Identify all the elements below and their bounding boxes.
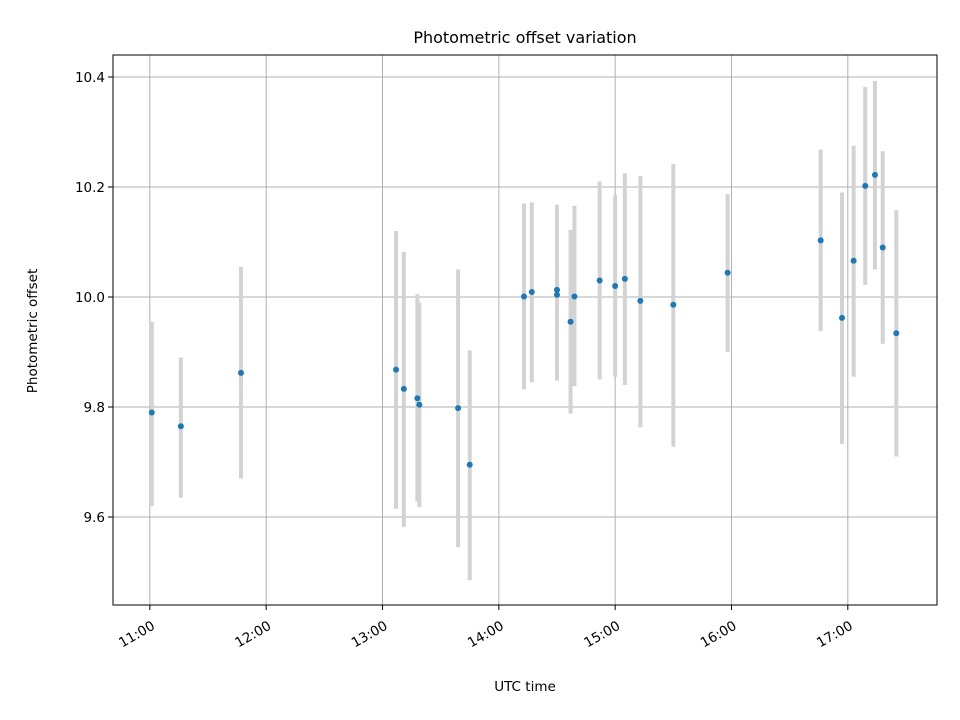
data-point <box>466 461 473 468</box>
data-point <box>596 277 603 284</box>
data-point <box>670 301 677 308</box>
data-point <box>177 423 184 430</box>
data-point <box>455 405 462 412</box>
data-point <box>567 318 574 325</box>
x-tick-label: 12:00 <box>232 618 274 651</box>
data-point <box>871 171 878 178</box>
y-axis-label: Photometric offset <box>25 269 41 393</box>
data-point <box>416 401 423 408</box>
data-point <box>400 385 407 392</box>
y-tick-label: 10.4 <box>75 70 105 86</box>
data-point <box>621 275 628 282</box>
data-point <box>553 291 560 298</box>
x-tick-label: 16:00 <box>698 618 740 651</box>
data-point <box>850 257 857 264</box>
x-axis-label: UTC time <box>494 679 556 695</box>
x-tick-label: 11:00 <box>116 618 158 651</box>
y-axis-ticks: 9.6 9.8 10.0 10.2 10.4 <box>75 70 113 526</box>
data-point <box>553 286 560 293</box>
data-point <box>637 297 644 304</box>
y-tick-label: 10.0 <box>75 290 105 306</box>
data-point <box>612 283 619 289</box>
x-axis-ticks: 11:00 12:00 13:00 14:00 15:00 16:00 17:00 <box>116 605 856 651</box>
x-tick-label: 13:00 <box>349 618 391 651</box>
data-point <box>893 330 900 337</box>
data-point <box>414 395 421 402</box>
data-point <box>528 289 535 296</box>
y-tick-label: 9.8 <box>84 400 105 416</box>
y-tick-label: 9.6 <box>84 510 105 526</box>
data-point <box>393 366 400 373</box>
y-tick-label: 10.2 <box>75 180 105 196</box>
data-point <box>838 314 845 321</box>
data-point <box>521 293 528 300</box>
data-point <box>879 244 886 251</box>
data-point <box>571 293 578 300</box>
x-tick-label: 15:00 <box>581 618 623 651</box>
plot-frame <box>112 54 938 606</box>
error-bars <box>149 80 899 581</box>
data-point <box>237 369 244 376</box>
chart-title: Photometric offset variation <box>413 28 636 47</box>
data-markers <box>148 171 900 468</box>
data-point <box>817 237 824 244</box>
x-tick-label: 14:00 <box>465 618 507 651</box>
x-tick-label: 17:00 <box>814 618 856 651</box>
data-point <box>724 269 731 276</box>
data-point <box>862 182 869 189</box>
data-point <box>148 409 155 416</box>
